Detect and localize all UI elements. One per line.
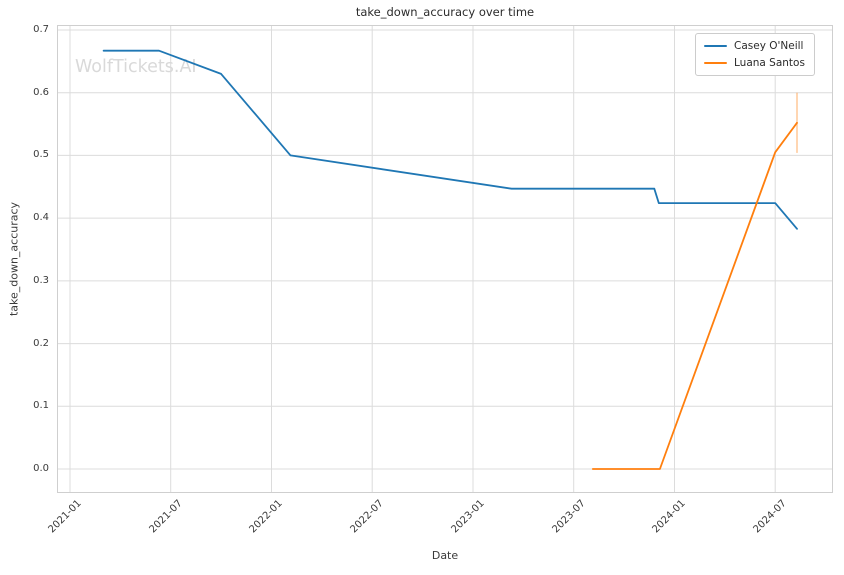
legend-line-swatch-orange: [704, 62, 727, 64]
axes-border: [57, 25, 833, 493]
y-tick-label: 0.7: [33, 24, 49, 35]
y-tick-label: 0.1: [33, 400, 49, 412]
legend-line-swatch-blue: [704, 45, 727, 47]
y-axis-label: take_down_accuracy: [7, 201, 21, 317]
watermark: WolfTickets.AI: [75, 57, 197, 77]
legend-label: Casey O'Neill: [734, 40, 804, 52]
y-tick-label: 0.3: [33, 274, 49, 286]
series-line-1: [591, 121, 798, 470]
y-tick-label: 0.2: [33, 337, 49, 349]
y-tick-label: 0.5: [33, 149, 49, 161]
legend-label: Luana Santos: [734, 57, 805, 69]
legend: Casey O'Neill Luana Santos: [695, 33, 815, 76]
y-tick-label: 0.4: [33, 212, 49, 224]
x-axis-label: Date: [431, 549, 459, 562]
y-tick-label: 0.6: [33, 86, 49, 98]
series-line-0: [102, 49, 798, 230]
plot-area: WolfTickets.AI: [57, 25, 833, 493]
chart-title: take_down_accuracy over time: [355, 5, 535, 19]
y-tick-label: 0.0: [33, 463, 49, 474]
legend-item-casey-oneill: Casey O'Neill: [704, 40, 805, 52]
legend-item-luana-santos: Luana Santos: [704, 57, 805, 69]
